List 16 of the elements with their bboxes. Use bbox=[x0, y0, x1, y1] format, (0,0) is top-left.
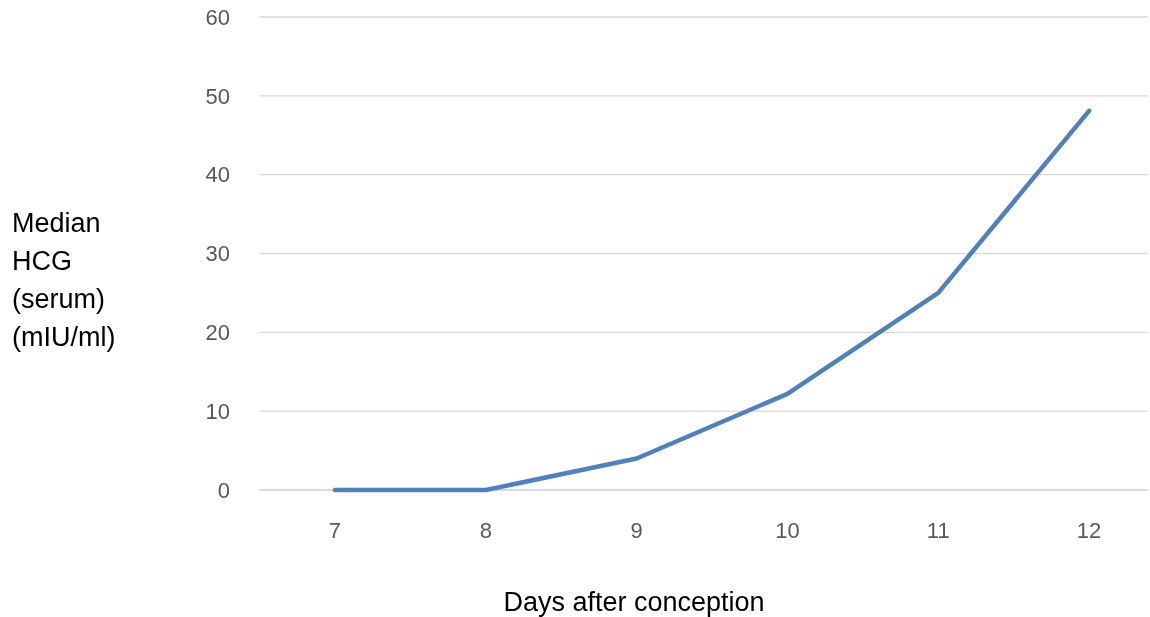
x-axis-title: Days after conception bbox=[503, 587, 765, 617]
y-tick-label: 10 bbox=[205, 398, 230, 424]
x-tick-label: 7 bbox=[328, 518, 342, 543]
y-axis-title: Median HCG (serum) (mIU/ml) bbox=[12, 208, 116, 352]
y-tick-label: 20 bbox=[205, 320, 230, 346]
x-tick-label: 9 bbox=[630, 518, 643, 543]
y-tick-label: 60 bbox=[205, 4, 230, 30]
y-tick-label: 30 bbox=[205, 241, 230, 267]
x-tick-label: 12 bbox=[1076, 518, 1102, 543]
y-tick-label: 50 bbox=[205, 83, 230, 109]
y-tick-label: 40 bbox=[205, 162, 230, 188]
x-tick-label: 11 bbox=[926, 518, 950, 543]
x-tick-label: 8 bbox=[479, 518, 492, 543]
x-tick-label: 10 bbox=[775, 518, 800, 543]
y-tick-label: 0 bbox=[217, 477, 230, 503]
line-series bbox=[332, 108, 1092, 493]
